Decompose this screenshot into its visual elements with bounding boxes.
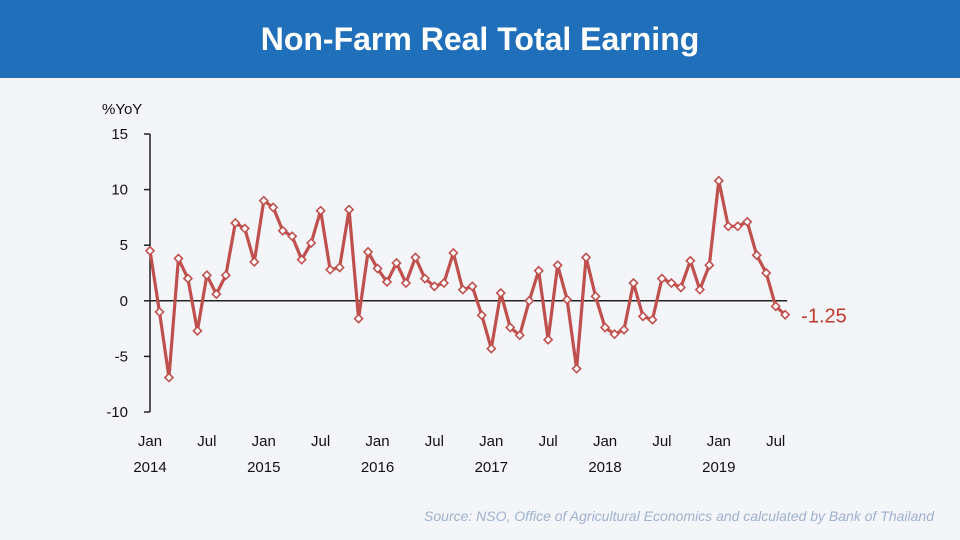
- data-point: [334, 262, 345, 273]
- data-point: [599, 322, 611, 333]
- x-tick-label: Jul: [539, 433, 558, 450]
- data-point: [486, 343, 497, 354]
- data-point: [144, 245, 156, 256]
- data-point: [381, 276, 393, 288]
- data-point: [249, 256, 260, 268]
- data-point: [306, 237, 317, 249]
- x-tick-label: Jan: [365, 433, 389, 450]
- y-tick-label: 15: [111, 126, 128, 143]
- x-year-label: 2018: [588, 459, 621, 476]
- data-point: [505, 322, 516, 333]
- data-point: [391, 257, 402, 269]
- data-point: [429, 281, 440, 292]
- data-point: [201, 270, 213, 281]
- x-year-label: 2019: [702, 459, 735, 476]
- x-year-label: 2016: [361, 459, 394, 476]
- y-tick-label: 10: [111, 182, 128, 199]
- data-point: [324, 264, 336, 275]
- data-point: [637, 311, 649, 322]
- y-axis-label: %YoY: [102, 101, 142, 118]
- data-point: [495, 287, 506, 299]
- data-point: [723, 221, 734, 232]
- chart-title: Non-Farm Real Total Earning: [260, 20, 700, 57]
- data-point: [192, 325, 203, 336]
- data-point: [543, 334, 554, 345]
- data-point: [211, 288, 222, 300]
- data-point: [514, 330, 525, 341]
- data-point: [761, 267, 772, 279]
- x-year-label: 2015: [247, 459, 280, 476]
- data-point: [268, 202, 279, 213]
- data-point: [457, 284, 468, 295]
- data-point: [666, 277, 677, 289]
- data-point: [277, 225, 288, 236]
- x-year-label: 2017: [475, 459, 508, 476]
- data-point: [438, 277, 450, 289]
- data-point: [220, 270, 231, 281]
- y-tick-label: -10: [106, 404, 128, 421]
- data-point: [315, 205, 326, 216]
- data-point: [732, 221, 743, 232]
- data-point: [448, 247, 459, 259]
- data-point: [524, 295, 535, 306]
- data-point: [694, 284, 705, 295]
- x-tick-label: Jul: [197, 433, 216, 450]
- data-point: [628, 277, 639, 289]
- data-point: [618, 324, 630, 335]
- data-point: [343, 204, 355, 215]
- data-point: [419, 273, 431, 284]
- data-point: [561, 294, 573, 305]
- data-point: [400, 277, 412, 289]
- data-point: [742, 216, 753, 227]
- x-tick-label: Jan: [707, 433, 731, 450]
- x-tick-label: Jul: [311, 433, 330, 450]
- x-tick-label: Jul: [652, 433, 671, 450]
- data-point: [770, 301, 781, 312]
- data-point: [163, 372, 175, 383]
- data-point: [154, 306, 165, 318]
- data-point: [173, 253, 184, 264]
- data-point: [182, 273, 194, 284]
- data-point: [230, 217, 241, 229]
- data-point: [258, 195, 269, 206]
- data-point: [704, 260, 715, 271]
- data-point: [353, 313, 364, 324]
- data-point: [656, 273, 668, 284]
- data-point: [552, 260, 563, 271]
- data-point: [467, 281, 478, 292]
- series-line: [148, 179, 787, 380]
- data-point: [239, 223, 250, 234]
- x-tick-label: Jul: [766, 433, 785, 450]
- data-point: [647, 314, 658, 325]
- data-point: [296, 254, 307, 265]
- data-point: [580, 252, 592, 263]
- data-point: [571, 363, 582, 374]
- source-note: Source: NSO, Office of Agricultural Econ…: [424, 508, 934, 524]
- x-tick-label: Jan: [479, 433, 503, 450]
- data-point: [476, 310, 487, 321]
- data-point: [362, 246, 374, 258]
- header-bar: Non-Farm Real Total Earning: [0, 0, 960, 78]
- y-tick-label: -5: [115, 348, 128, 365]
- x-tick-label: Jan: [252, 433, 276, 450]
- x-tick-label: Jul: [425, 433, 444, 450]
- data-point: [372, 263, 383, 274]
- data-point: [675, 282, 687, 293]
- y-tick-label: 5: [120, 237, 128, 254]
- data-point: [533, 265, 544, 276]
- x-year-label: 2014: [133, 459, 166, 476]
- x-tick-label: Jan: [593, 433, 617, 450]
- data-point: [751, 250, 762, 261]
- last-value-label: -1.25: [801, 306, 847, 328]
- y-tick-label: 0: [120, 293, 128, 310]
- data-point: [590, 291, 601, 302]
- data-point: [685, 255, 696, 266]
- x-tick-label: Jan: [138, 433, 162, 450]
- data-point: [713, 175, 724, 186]
- data-point: [780, 309, 791, 320]
- data-point: [287, 231, 298, 242]
- data-point: [410, 252, 421, 263]
- data-point: [609, 329, 620, 340]
